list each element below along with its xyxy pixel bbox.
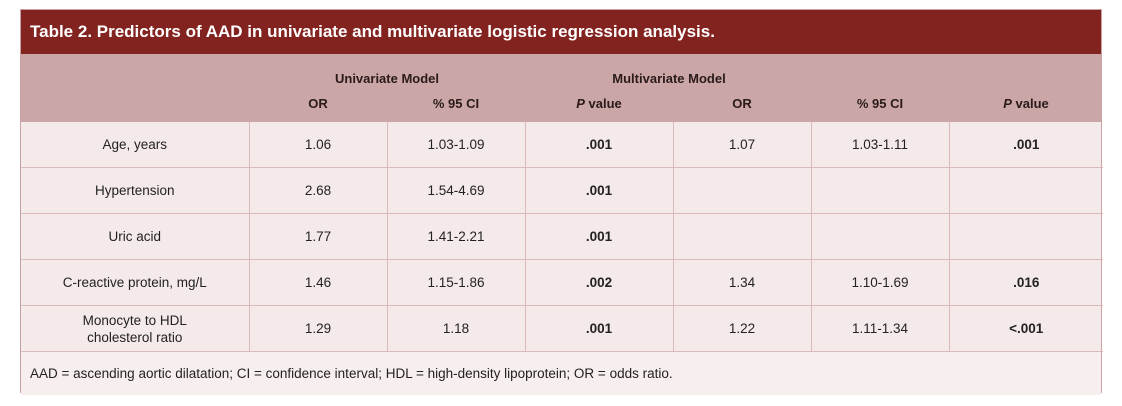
- uni-p-label: P value: [576, 96, 622, 111]
- table-footnote: AAD = ascending aortic dilatation; CI = …: [21, 352, 1101, 395]
- table-header: Univariate Model Multivariate Model OR %…: [21, 54, 1101, 122]
- multi-ci-cell: 1.10-1.69: [811, 259, 950, 306]
- data-table: Age, years 1.06 1.03-1.09.001 1.07 1.03-1.11…: [21, 122, 1103, 352]
- multi-p-cell: [949, 213, 1103, 260]
- uni-p-cell: .001: [525, 122, 674, 168]
- row-label: Age, years: [21, 122, 250, 168]
- table-frame: Table 2. Predictors of AAD in univariate…: [20, 9, 1103, 395]
- multi-p-cell: .016: [949, 259, 1103, 306]
- table-row: C-reactive protein, mg/L 1.46 1.15-1.86.00…: [21, 259, 1103, 306]
- uni-ci-cell: 1.54-4.69: [387, 167, 526, 214]
- multi-ci-cell: [811, 213, 950, 260]
- uni-p-cell: .002: [525, 259, 674, 306]
- uni-p-cell: .001: [525, 213, 674, 260]
- table-title: Table 2. Predictors of AAD in univariate…: [21, 10, 1101, 54]
- uni-or-cell: 1.29: [249, 305, 388, 352]
- row-label: C-reactive protein, mg/L: [21, 259, 250, 306]
- col-header-multi-ci: % 95 CI: [856, 96, 904, 111]
- multi-or-cell: [673, 213, 812, 260]
- uni-ci-cell: 1.15-1.86: [387, 259, 526, 306]
- multi-ci-cell: [811, 167, 950, 214]
- uni-or-cell: 1.77: [249, 213, 388, 260]
- multi-or-cell: 1.22: [673, 305, 812, 352]
- multi-ci-cell: 1.03-1.11: [811, 122, 950, 168]
- col-header-multi-p: P value: [949, 96, 1103, 111]
- multi-or-cell: [673, 167, 812, 214]
- row-label: Uric acid: [21, 213, 250, 260]
- group-header-multivariate: Multivariate Model: [612, 71, 726, 86]
- row-label: Monocyte to HDL cholesterol ratio: [21, 305, 250, 352]
- group-header-univariate: Univariate Model: [334, 71, 440, 86]
- table-row: Monocyte to HDL cholesterol ratio 1.29 1.1…: [21, 305, 1103, 352]
- multi-p-cell: [949, 167, 1103, 214]
- multi-or-cell: 1.34: [673, 259, 812, 306]
- table-row: Uric acid 1.77 1.41-2.21.001: [21, 213, 1103, 260]
- uni-or-cell: 1.06: [249, 122, 388, 168]
- uni-or-cell: 2.68: [249, 167, 388, 214]
- col-header-multi-or: OR: [732, 96, 752, 111]
- uni-or-cell: 1.46: [249, 259, 388, 306]
- uni-p-cell: .001: [525, 305, 674, 352]
- uni-p-cell: .001: [525, 167, 674, 214]
- uni-ci-cell: 1.41-2.21: [387, 213, 526, 260]
- multi-p-label: P value: [1003, 96, 1049, 111]
- multi-p-cell: <.001: [949, 305, 1103, 352]
- row-label: Hypertension: [21, 167, 250, 214]
- table-row: Hypertension 2.68 1.54-4.69.001: [21, 167, 1103, 214]
- uni-ci-cell: 1.18: [387, 305, 526, 352]
- multi-p-cell: .001: [949, 122, 1103, 168]
- col-header-uni-ci: % 95 CI: [432, 96, 480, 111]
- table-row: Age, years 1.06 1.03-1.09.001 1.07 1.03-1.11…: [21, 122, 1103, 168]
- col-header-uni-p: P value: [525, 96, 673, 111]
- multi-ci-cell: 1.11-1.34: [811, 305, 950, 352]
- multi-or-cell: 1.07: [673, 122, 812, 168]
- col-header-uni-or: OR: [308, 96, 328, 111]
- uni-ci-cell: 1.03-1.09: [387, 122, 526, 168]
